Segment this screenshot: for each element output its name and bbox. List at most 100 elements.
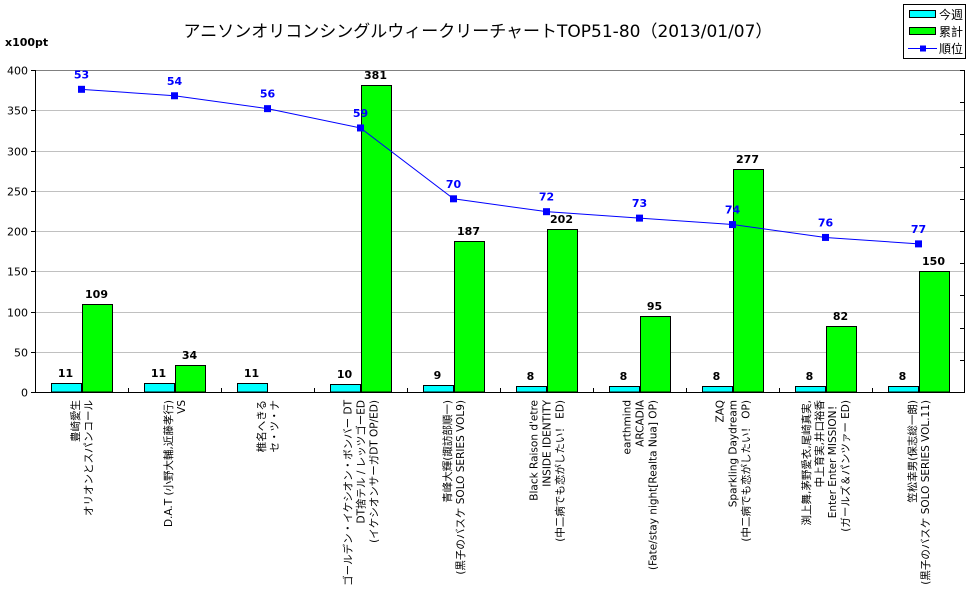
rank-label: 76: [818, 216, 834, 229]
bar-total-label: 202: [550, 213, 573, 226]
x-category-label-line: (イケシオンサーガDT OP/ED): [369, 400, 381, 543]
x-category-label-line: ARCADIA: [635, 399, 647, 447]
x-category-label-line: Black Raison d'etre: [529, 400, 541, 501]
axes: 0 50 100 150 200 250 300 350 400: [7, 65, 965, 400]
bar-weekly-label: 11: [58, 367, 73, 380]
rank-label: 70: [446, 178, 462, 191]
bar-total: [919, 271, 950, 393]
x-category-label-line: 渕上舞,茅野愛衣,尾崎真実,: [800, 400, 813, 526]
x-axis-labels: 豊崎愛生 オリオンとスパンコール D.A.T (小野大輔,近藤孝行) VS 椎名へきるセ…: [69, 399, 932, 586]
rank-marker: [78, 85, 85, 93]
bar-weekly: [330, 384, 361, 393]
x-category-label-line: オリオンとスパンコール: [83, 400, 95, 516]
bar-weekly: [516, 386, 547, 393]
x-category-label-line: 椎名へきる: [255, 400, 268, 452]
bar-weekly: [51, 383, 82, 393]
bar-weekly-label: 8: [527, 370, 535, 383]
x-category-label-line: (中二病でも恋がしたい！ OP): [740, 400, 753, 542]
bar-weekly-label: 8: [899, 370, 907, 383]
bar-total: [82, 304, 113, 393]
legend-swatch-rank-marker: [920, 45, 926, 52]
x-category-label: 笠松幸男(保志総一朗) (黒子のバスケ SOLO SERIES VOL.11): [906, 400, 932, 585]
x-category-label-line: ZAQ: [715, 400, 727, 422]
x-category-label-line: 笠松幸男(保志総一朗): [906, 400, 919, 503]
legend-swatch-total: [909, 27, 936, 35]
rank-marker: [729, 221, 736, 229]
bar-total: [826, 326, 857, 393]
y-tick-label: 350: [7, 105, 28, 118]
rank-label: 54: [167, 75, 183, 88]
rank-label: 73: [632, 197, 647, 210]
bar-weekly-label: 10: [337, 368, 353, 381]
bar-weekly-label: 8: [620, 370, 628, 383]
x-category-label-line: 中上育実,井口裕香: [813, 400, 826, 488]
y-tick-label: 300: [7, 146, 28, 159]
data-labels: 11 109 11 34 11 10 381 9 187 8 202 8 95 8 277 8 82 8 150 53…: [58, 68, 945, 383]
x-category-label-line: (黒子のバスケ SOLO SERIES VOL9): [455, 400, 467, 575]
bar-total: [733, 169, 764, 393]
x-category-label-line: 青峰大輝(諏訪部順一): [441, 400, 454, 503]
x-category-label: ZAQ Sparkling Daydream (中二病でも恋がしたい！ OP): [715, 400, 753, 542]
bar-weekly-label: 8: [713, 370, 721, 383]
bar-weekly-label: 8: [806, 370, 814, 383]
x-category-label: 青峰大輝(諏訪部順一) (黒子のバスケ SOLO SERIES VOL9): [441, 400, 467, 575]
x-category-label: Black Raison d'etre INSIDE IDENTITY (中二病でも…: [529, 399, 567, 541]
x-category-label-line: セ・ツ・ナ: [269, 400, 281, 453]
bar-weekly: [609, 386, 640, 393]
rank-marker: [450, 195, 457, 203]
bar-total: [640, 316, 671, 393]
x-category-label-line: Enter Enter MISSION！: [827, 400, 839, 518]
bar-total-label: 34: [182, 349, 198, 362]
x-category-label: 渕上舞,茅野愛衣,尾崎真実, 中上育実,井口裕香 Enter Enter MISSI…: [800, 400, 852, 532]
y-tick-label: 100: [7, 307, 28, 320]
x-category-label: 椎名へきる セ・ツ・ナ: [255, 400, 281, 453]
rank-marker: [171, 92, 178, 100]
x-category-label-line: INSIDE IDENTITY: [542, 399, 554, 486]
bar-weekly: [795, 386, 826, 393]
bar-total-label: 95: [647, 300, 662, 313]
legend-swatch-weekly: [909, 10, 936, 18]
rank-marker: [264, 105, 271, 113]
legend-label: 累計: [939, 24, 963, 39]
x-category-label: earthmind ARCADIA (Fate/stay night[Realta …: [622, 399, 660, 570]
bar-weekly: [423, 385, 454, 393]
rank-marker: [636, 214, 643, 222]
x-category-label-line: DT捨テル / レッツゴーED: [355, 400, 368, 523]
gridlines: [35, 70, 965, 353]
x-category-label-line: (黒子のバスケ SOLO SERIES VOL.11): [920, 400, 932, 585]
legend-label: 今週: [939, 7, 963, 22]
y-axis-unit-label: x100pt: [5, 36, 48, 49]
y-tick-label: 250: [7, 186, 28, 199]
bar-weekly-label: 11: [151, 367, 166, 380]
bar-weekly: [702, 386, 733, 393]
x-category-label: D.A.T (小野大輔,近藤孝行) VS: [162, 400, 188, 527]
bar-total: [175, 365, 206, 393]
bar-weekly-label: 9: [434, 369, 442, 382]
x-category-label: 豊崎愛生 オリオンとスパンコール: [69, 400, 95, 516]
bar-total-label: 381: [364, 69, 387, 82]
rank-marker: [822, 233, 829, 241]
x-category-label: ゴールデン・イケシオン・ボンバー DT DT捨テル / レッツゴーED (イケシオン…: [342, 399, 381, 585]
rank-label: 53: [74, 68, 89, 81]
rank-marker: [543, 208, 550, 216]
bar-total-label: 109: [85, 288, 108, 301]
x-category-label-line: (ガールズ＆パンツァー ED): [839, 400, 852, 532]
x-category-label-line: D.A.T (小野大輔,近藤孝行): [162, 400, 175, 527]
bar-total-label: 187: [457, 225, 480, 238]
rank-marker: [915, 240, 922, 248]
bar-weekly: [888, 386, 919, 393]
x-category-label-line: ゴールデン・イケシオン・ボンバー DT: [342, 399, 355, 585]
y-tick-label: 150: [7, 266, 28, 279]
y-tick-label: 0: [21, 387, 28, 400]
bar-total-label: 82: [833, 310, 848, 323]
rank-label: 56: [260, 88, 276, 101]
bar-total-label: 277: [736, 153, 759, 166]
x-category-label-line: earthmind: [622, 400, 634, 454]
rank-label: 72: [539, 191, 554, 204]
rank-line-path: [81, 88, 919, 245]
rank-label: 59: [353, 107, 368, 120]
bar-total-label: 150: [922, 255, 945, 268]
